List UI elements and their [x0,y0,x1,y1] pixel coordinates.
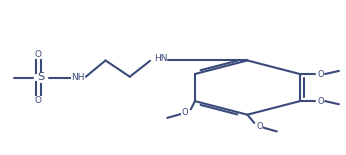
Text: S: S [37,73,44,82]
Text: O: O [317,69,324,79]
Text: O: O [181,108,188,117]
Text: O: O [35,96,42,105]
Text: O: O [35,50,42,59]
Text: NH: NH [71,73,85,82]
Text: O: O [317,97,324,106]
Text: O: O [256,122,263,131]
Text: HN: HN [154,54,167,63]
